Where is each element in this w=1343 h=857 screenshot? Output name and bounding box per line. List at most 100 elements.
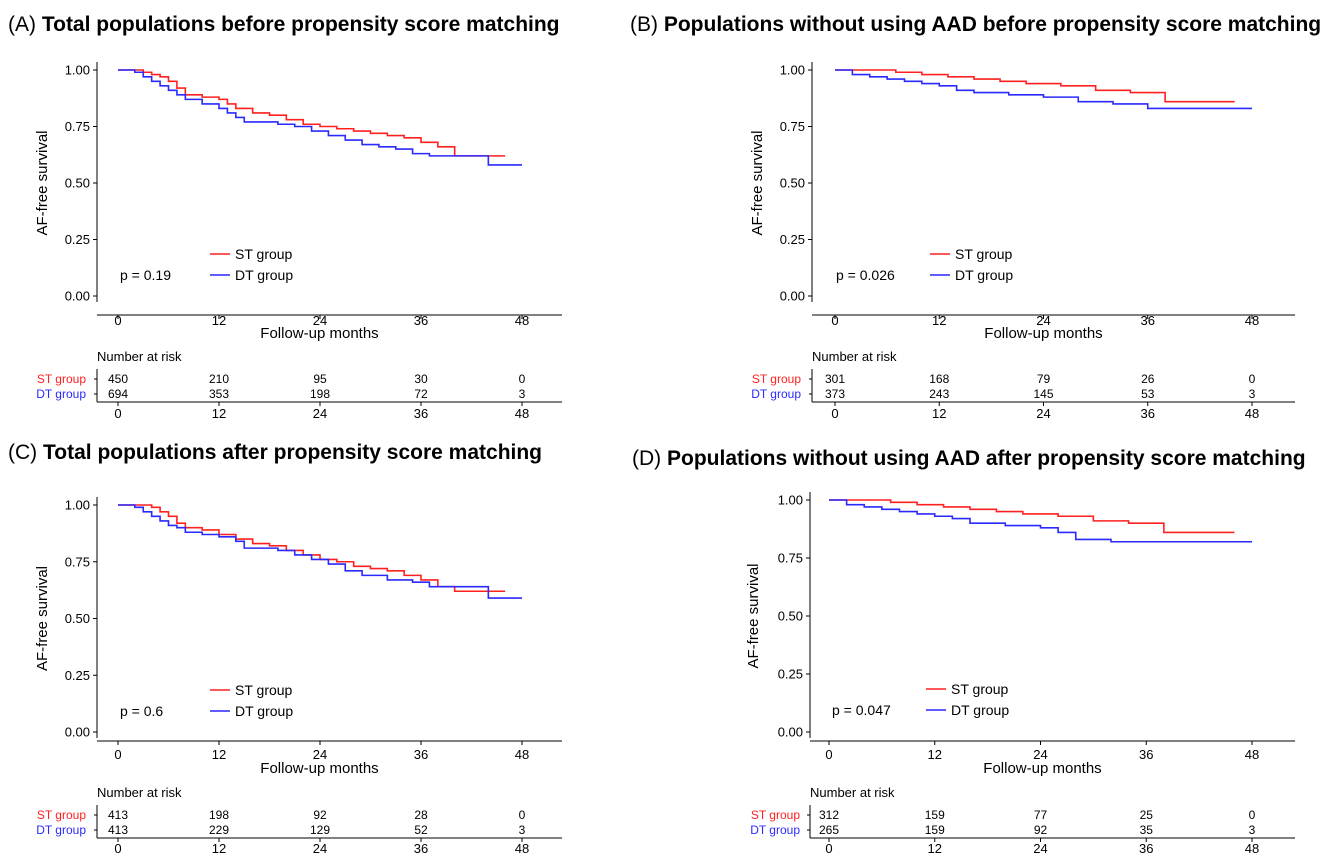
panel-b-risk-x-tick-label: 48 — [1245, 406, 1259, 421]
panel-b-risk-cell: 145 — [1033, 387, 1053, 401]
panel-a-legend-label-st: ST group — [235, 246, 293, 262]
panel-b-y-tick-label: 1.00 — [780, 63, 805, 78]
panel-d-risk-table-title: Number at risk — [810, 785, 895, 800]
panel-a-risk-cell: 210 — [209, 372, 229, 386]
panel-d-risk-cell: 0 — [1249, 808, 1256, 822]
panel-b-risk-cell: 168 — [929, 372, 949, 386]
panel-a-st-group-curve — [118, 69, 506, 157]
panel-c-legend-label-st: ST group — [235, 682, 293, 698]
panel-c-y-tick-label: 0.50 — [65, 611, 90, 626]
panel-b-title-text: Populations without using AAD before pro… — [663, 13, 1322, 36]
panel-d-y-axis-label: AF-free survival — [745, 563, 762, 668]
panel-b-risk-cell: 53 — [1141, 387, 1155, 401]
panel-c-x-tick-label: 48 — [515, 747, 529, 762]
panel-a-x-tick-label: 0 — [114, 313, 121, 328]
panel-c-risk-cell: 28 — [414, 808, 428, 822]
panel-a-risk-x-tick-label: 12 — [212, 406, 226, 421]
panel-d-x-tick-label: 24 — [1033, 747, 1047, 762]
panel-b-risk-cell: 243 — [929, 387, 949, 401]
panel-a-y-axis-label: AF-free survival — [34, 130, 51, 235]
panel-d-risk-row-label-st: ST group — [751, 808, 800, 822]
panel-d-risk-x-tick-label: 12 — [928, 841, 942, 856]
panel-b-legend-label-dt: DT group — [955, 267, 1013, 283]
panel-c-risk-x-tick-label: 0 — [114, 841, 121, 856]
panel-a-x-axis-label: Follow-up months — [260, 325, 378, 342]
panel-d-y-tick-label: 1.00 — [778, 493, 803, 508]
panel-c-y-tick-label: 1.00 — [65, 498, 90, 513]
panel-a-risk-cell: 30 — [414, 372, 428, 386]
panel-a-y-tick-label: 0.50 — [65, 176, 90, 191]
panel-a-x-tick-label: 24 — [313, 313, 327, 328]
panel-c-risk-cell: 0 — [519, 808, 526, 822]
panel-b-x-tick-label: 24 — [1036, 313, 1050, 328]
panel-c-letter: (C) — [8, 441, 38, 464]
panel-d-risk-x-tick-label: 0 — [825, 841, 832, 856]
panel-d-title-text: Populations without using AAD after prop… — [667, 447, 1306, 470]
panel-c-x-tick-label: 36 — [414, 747, 428, 762]
panel-b-risk-cell: 301 — [825, 372, 845, 386]
panel-b-risk-row-label-st: ST group — [752, 372, 801, 386]
panel-b-x-axis-label: Follow-up months — [984, 325, 1102, 342]
panel-c-y-tick-label: 0.75 — [65, 554, 90, 569]
panel-d-risk-cell: 3 — [1249, 823, 1256, 837]
panel-d-risk-cell: 159 — [925, 823, 945, 837]
panel-b-dt-group-curve — [835, 69, 1252, 110]
panel-a-risk-x-tick-label: 36 — [414, 406, 428, 421]
panel-a-x-tick-label: 12 — [212, 313, 226, 328]
panel-c-risk-row-label-st: ST group — [37, 808, 86, 822]
panel-c-x-axis-label: Follow-up months — [260, 760, 378, 777]
panel-d-x-axis-label: Follow-up months — [983, 760, 1101, 777]
panel-a-risk-x-tick-label: 0 — [114, 406, 121, 421]
panel-c-risk-cell: 129 — [310, 823, 330, 837]
panel-d-title: (D) Populations without using AAD after … — [632, 447, 1306, 471]
panel-c-risk-cell: 229 — [209, 823, 229, 837]
panel-a-title-text: Total populations before propensity scor… — [41, 13, 560, 36]
panel-a-risk-cell: 3 — [519, 387, 526, 401]
panel-a-risk-cell: 450 — [108, 372, 128, 386]
panel-c-legend-label-dt: DT group — [235, 703, 293, 719]
panel-a-risk-cell: 95 — [313, 372, 327, 386]
panel-c-risk-row-label-dt: DT group — [36, 823, 86, 837]
panel-c-p-value: p = 0.6 — [120, 703, 163, 719]
panel-d-y-tick-label: 0.25 — [778, 667, 803, 682]
panel-d-risk-cell: 92 — [1034, 823, 1048, 837]
panel-a-risk-table-title: Number at risk — [97, 349, 182, 364]
panel-d-risk-cell: 35 — [1140, 823, 1154, 837]
panel-a-legend-label-dt: DT group — [235, 267, 293, 283]
panel-a-x-tick-label: 36 — [414, 313, 428, 328]
panel-b-y-tick-label: 0.50 — [780, 176, 805, 191]
panel-b-risk-cell: 373 — [825, 387, 845, 401]
panel-c-y-tick-label: 0.00 — [65, 725, 90, 740]
panel-c-risk-table-title: Number at risk — [97, 785, 182, 800]
panel-d-risk-cell: 77 — [1034, 808, 1048, 822]
panel-a-y-tick-label: 0.00 — [65, 289, 90, 304]
panel-c-risk-cell: 92 — [313, 808, 327, 822]
panel-d-x-tick-label: 0 — [825, 747, 832, 762]
panel-c-x-tick-label: 24 — [313, 747, 327, 762]
panel-d-dt-group-curve — [829, 499, 1252, 543]
panel-c-risk-x-tick-label: 36 — [414, 841, 428, 856]
panel-d-y-tick-label: 0.00 — [778, 725, 803, 740]
panel-a-risk-cell: 198 — [310, 387, 330, 401]
panel-c-risk-x-tick-label: 12 — [212, 841, 226, 856]
panel-c-dt-group-curve — [118, 504, 522, 599]
panel-c-risk-cell: 3 — [519, 823, 526, 837]
panel-a-x-tick-label: 48 — [515, 313, 529, 328]
panel-b-x-tick-label: 0 — [831, 313, 838, 328]
panel-d-risk-cell: 265 — [819, 823, 839, 837]
panel-a-y-tick-label: 0.25 — [65, 232, 90, 247]
panel-b-risk-cell: 3 — [1249, 387, 1256, 401]
panel-a-p-value: p = 0.19 — [120, 267, 171, 283]
panel-d-risk-cell: 159 — [925, 808, 945, 822]
panel-d-risk-x-tick-label: 36 — [1139, 841, 1153, 856]
panel-d-risk-cell: 25 — [1140, 808, 1154, 822]
panel-a-risk-cell: 0 — [519, 372, 526, 386]
panel-c-x-tick-label: 12 — [212, 747, 226, 762]
panel-b-title: (B) Populations without using AAD before… — [630, 13, 1321, 37]
panel-d-st-group-curve — [829, 499, 1235, 534]
panel-b-legend-label-st: ST group — [955, 246, 1013, 262]
